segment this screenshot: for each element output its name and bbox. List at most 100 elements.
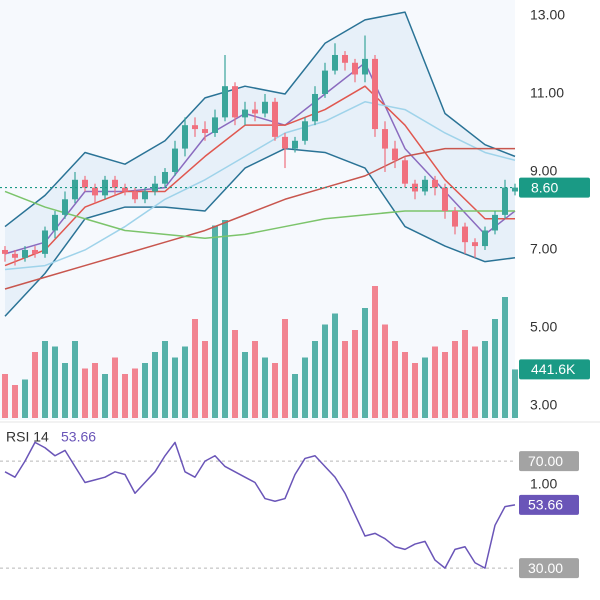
y-tick-label: 5.00: [530, 319, 557, 335]
band-lower: [4, 147, 516, 317]
volume-bar: [162, 341, 168, 418]
candle-body: [482, 230, 488, 247]
volume-bar: [2, 374, 8, 418]
candle-body: [22, 249, 28, 258]
volume-bar: [122, 374, 128, 418]
candle-body: [272, 101, 278, 137]
volume-bar: [382, 324, 388, 418]
candle-body: [422, 179, 428, 192]
volume-bar: [132, 368, 138, 418]
candle-body: [492, 214, 498, 231]
candle-body: [162, 171, 168, 184]
tick-box: [519, 451, 579, 472]
candle-body: [232, 86, 238, 118]
candle-body: [62, 199, 68, 215]
candle-body: [372, 58, 378, 130]
candle-body: [192, 125, 198, 130]
candle-body: [462, 226, 468, 243]
volume-bar: [72, 341, 78, 418]
rsi-box: [519, 494, 579, 515]
volume-bar: [252, 341, 258, 418]
rsi-title: RSI 14: [6, 429, 49, 445]
volume-bar: [212, 225, 218, 418]
candle-body: [12, 253, 18, 258]
volume-bar: [372, 286, 378, 418]
y-tick-label: 7.00: [530, 241, 557, 257]
volume-bar: [182, 346, 188, 418]
volume-bar: [342, 341, 348, 418]
price-label: 8.60: [531, 179, 558, 195]
y-tick-label: 70.00: [528, 453, 563, 469]
volume-bar: [432, 346, 438, 418]
volume-bar: [422, 357, 428, 418]
volume-bar: [112, 357, 118, 418]
volume-bar: [442, 352, 448, 418]
moving-average: [4, 85, 515, 267]
rsi-title-value: 53.66: [61, 429, 96, 445]
rsi-panel: [0, 424, 515, 600]
candle-body: [122, 187, 128, 192]
y-tick-label: 3.00: [530, 397, 557, 413]
volume-bar: [202, 341, 208, 418]
volume-bar: [302, 357, 308, 418]
candle-body: [112, 179, 118, 188]
moving-average: [4, 190, 515, 240]
candle-body: [282, 136, 288, 149]
candle-body: [32, 249, 38, 254]
candle-body: [92, 187, 98, 196]
candle-body: [502, 187, 508, 215]
candle-body: [52, 214, 58, 231]
candle-body: [302, 121, 308, 141]
volume-bar: [412, 363, 418, 418]
volume-bar: [312, 341, 318, 418]
volume-bar: [492, 319, 498, 418]
volume-bar: [262, 357, 268, 418]
y-tick-label: 9.00: [530, 163, 557, 179]
volume-bar: [52, 346, 58, 418]
volume-bar: [42, 341, 48, 418]
volume-bar: [92, 363, 98, 418]
volume-bar: [22, 379, 28, 418]
candle-body: [42, 230, 48, 254]
candle-body: [472, 242, 478, 247]
candle-body: [392, 148, 398, 161]
y-tick-label: 30.00: [528, 560, 563, 576]
candle-body: [312, 93, 318, 122]
candle-body: [242, 109, 248, 118]
rsi-current-label: 53.66: [528, 497, 563, 513]
candle-body: [212, 117, 218, 133]
candle-body: [222, 86, 228, 118]
volume-bar: [152, 352, 158, 418]
volume-label: 441.6K: [531, 361, 576, 377]
candle-body: [262, 101, 268, 114]
candle-body: [332, 54, 338, 71]
volume-bar: [322, 324, 328, 418]
band-upper: [4, 11, 516, 228]
candle-body: [432, 179, 438, 188]
candle-body: [2, 249, 8, 254]
volume-bar: [402, 352, 408, 418]
tick-box: [519, 558, 579, 579]
volume-bar: [82, 368, 88, 418]
volume-bar: [462, 330, 468, 418]
volume-bar: [192, 319, 198, 418]
price-box: [519, 177, 590, 198]
volume-bar: [32, 352, 38, 418]
band-fill: [5, 12, 515, 317]
rsi-line: [4, 441, 516, 569]
volume-bar: [482, 341, 488, 418]
volume-bar: [102, 374, 108, 418]
candle-body: [402, 160, 408, 184]
moving-average: [4, 147, 515, 290]
volume-bar: [452, 341, 458, 418]
candle-body: [442, 187, 448, 211]
volume-bar: [222, 220, 228, 418]
volume-bar: [502, 297, 508, 418]
volume-bar: [472, 346, 478, 418]
volume-bar: [512, 369, 518, 418]
candle-body: [512, 187, 518, 192]
candle-body: [342, 54, 348, 63]
volume-bar: [242, 352, 248, 418]
candle-body: [362, 58, 368, 75]
